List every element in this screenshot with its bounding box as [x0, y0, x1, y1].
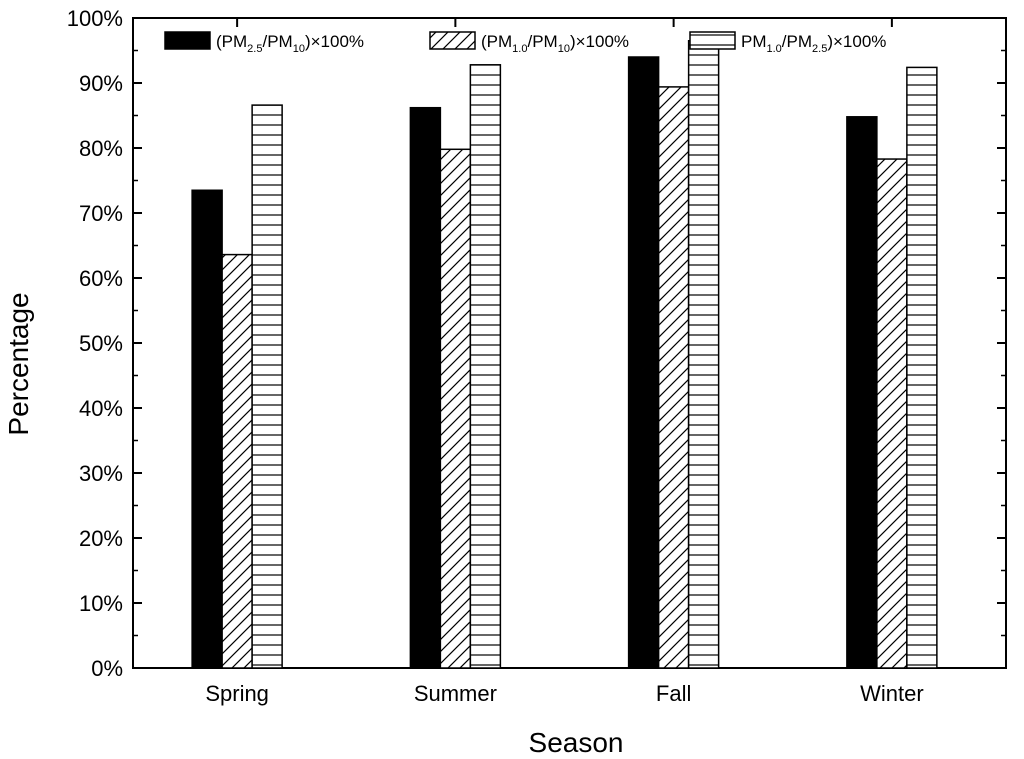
x-tick-label: Summer	[414, 681, 497, 706]
bar-horizontal-spring	[251, 104, 283, 669]
bar-solid-fall	[627, 56, 660, 669]
bar-solid-summer	[409, 106, 442, 669]
bar-horizontal-winter	[906, 66, 938, 669]
bar-solid-spring	[191, 189, 223, 669]
y-tick-label: 40%	[79, 396, 123, 421]
bar-diagonal-spring	[221, 253, 253, 669]
bar-diagonal-fall	[657, 86, 690, 669]
y-tick-label: 90%	[79, 71, 123, 96]
y-tick-label: 80%	[79, 136, 123, 161]
y-tick-label: 70%	[79, 201, 123, 226]
y-tick-label: 30%	[79, 461, 123, 486]
bars-group	[191, 40, 938, 669]
y-tick-label: 10%	[79, 591, 123, 616]
legend: (PM2.5/PM10)×100% (PM1.0/PM10)×100% PM1.0/…	[164, 31, 886, 55]
legend-label: PM1.0/PM2.5)×100%	[741, 32, 886, 55]
x-axis-ticks: Spring Summer Fall Winter	[205, 18, 924, 706]
y-tick-label: 100%	[67, 6, 123, 31]
x-tick-label: Spring	[205, 681, 269, 706]
x-tick-label: Winter	[860, 681, 924, 706]
y-tick-label: 20%	[79, 526, 123, 551]
legend-swatch-diagonal	[429, 31, 476, 50]
x-axis-title: Season	[529, 727, 624, 758]
legend-label: (PM1.0/PM10)×100%	[481, 32, 629, 55]
bar-solid-winter	[846, 116, 878, 669]
bar-diagonal-summer	[439, 148, 472, 669]
bar-horizontal-summer	[469, 64, 502, 669]
bar-diagonal-winter	[876, 158, 908, 669]
x-tick-label: Fall	[656, 681, 691, 706]
legend-label: (PM2.5/PM10)×100%	[216, 32, 364, 55]
y-tick-label: 50%	[79, 331, 123, 356]
legend-swatch-solid	[164, 31, 211, 50]
y-axis-ticks: 0% 10% 20% 30% 40% 50% 60% 70% 80% 90% 100%	[67, 6, 1006, 681]
y-axis-title: Percentage	[3, 292, 34, 435]
bar-horizontal-fall	[687, 40, 720, 669]
y-tick-label: 60%	[79, 266, 123, 291]
y-tick-label: 0%	[91, 656, 123, 681]
legend-swatch-horizontal	[689, 31, 736, 50]
